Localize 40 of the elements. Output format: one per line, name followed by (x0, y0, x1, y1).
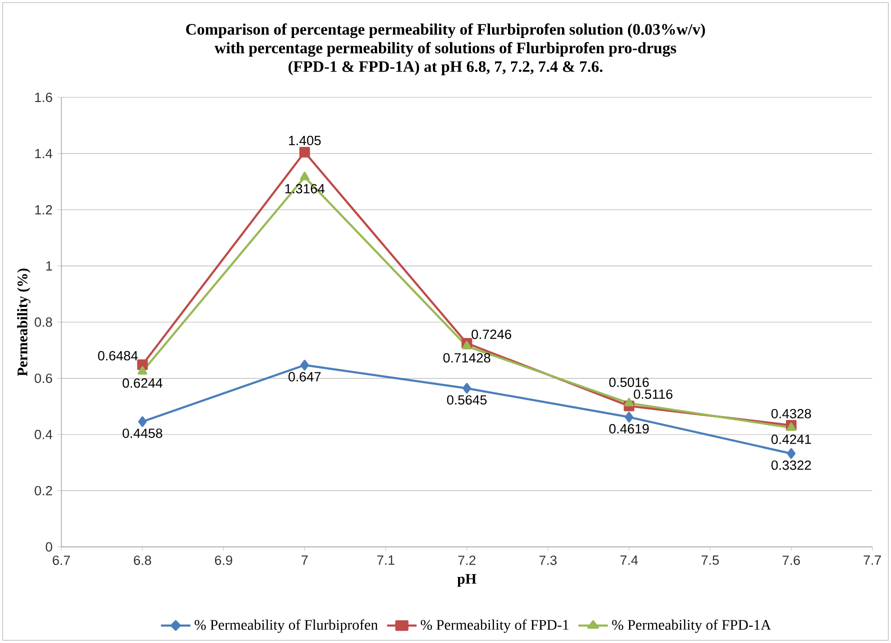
y-tick-label: 0.6 (34, 374, 52, 384)
y-tick-label: 1.2 (35, 205, 52, 214)
data-label: 0.3322 (771, 460, 811, 470)
x-tick-label: 6.7 (52, 556, 70, 566)
x-tick-label: 7.2 (458, 556, 476, 565)
x-tick-label: 7.6 (782, 556, 800, 566)
data-label: 0.7246 (472, 330, 512, 340)
y-tick-label: 1.4 (35, 149, 52, 158)
data-label: 0.4619 (609, 424, 649, 434)
data-label: 0.647 (288, 372, 321, 382)
data-label: 0.4458 (122, 428, 162, 438)
y-tick-label: 1 (46, 261, 52, 271)
x-tick-label: 7 (302, 556, 308, 565)
x-tick-label: 6.9 (214, 556, 232, 566)
y-tick-label: 0 (46, 542, 52, 552)
chart-title: Comparison of percentage permeability of Flurbiprofen solution (0.03%w/v) with percentage permeability of solutions of Flurbiprofen pro-drugs (FPD-1 & FPD-1A) at pH 6.8, 7, 7.2, 7.4 & 7.6. (186, 23, 705, 76)
legend-label: % Permeability of Flurbiprofen (194, 619, 378, 633)
x-tick-label: 7.5 (702, 556, 719, 565)
x-tick-label: 7.4 (620, 556, 638, 565)
data-label: 0.5645 (447, 395, 487, 405)
data-label: 0.6484 (98, 351, 138, 360)
y-tick-label: 0.2 (34, 486, 52, 496)
legend-label: % Permeability of FPD-1 (420, 619, 568, 633)
y-axis-title: Permeability (%) (17, 268, 30, 376)
data-label: 1.405 (289, 136, 321, 146)
data-label: 0.4328 (771, 408, 811, 418)
x-tick-label: 6.8 (134, 556, 152, 566)
x-tick-label: 7.3 (539, 556, 557, 566)
y-tick-label: 0.8 (34, 317, 52, 327)
x-tick-label: 7.1 (377, 556, 394, 565)
x-tick-label: 7.7 (864, 556, 881, 565)
y-tick-label: 0.4 (34, 430, 52, 440)
x-axis-title: pH (457, 574, 476, 587)
y-tick-label: 1.6 (35, 92, 52, 102)
data-label: 0.5116 (634, 390, 672, 399)
legend-label: % Permeability of FPD-1A (612, 619, 772, 633)
data-label: 0.6244 (122, 378, 162, 388)
data-label: 0.71428 (443, 353, 490, 363)
data-label: 0.5016 (609, 378, 649, 388)
data-label: 0.4241 (771, 434, 811, 444)
